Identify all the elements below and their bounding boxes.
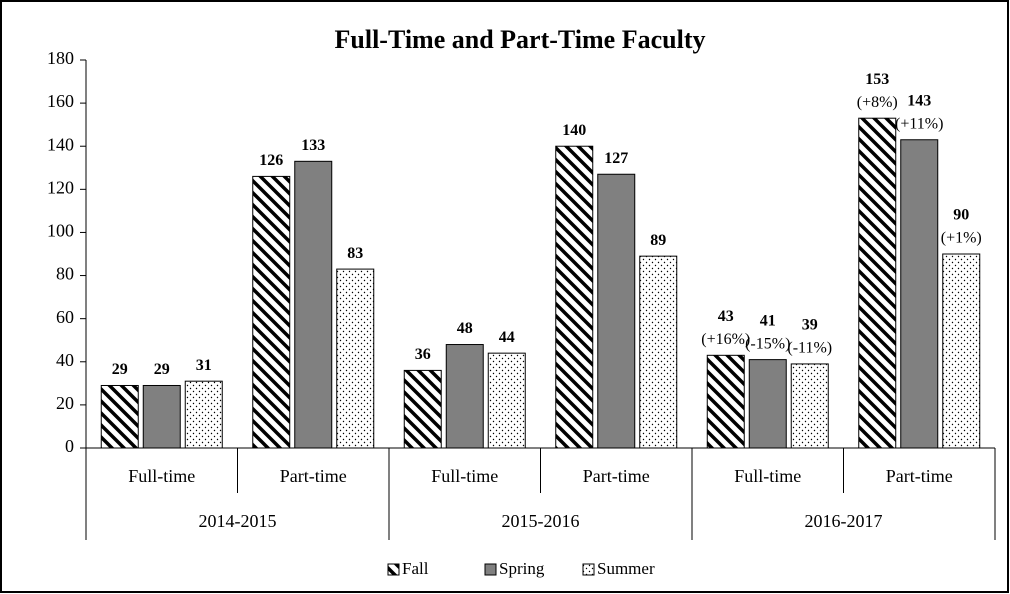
- y-tick-label: 60: [56, 307, 74, 327]
- change-label: (+11%): [895, 115, 943, 132]
- group-label: 2014-2015: [199, 511, 277, 531]
- data-label: 143: [907, 92, 931, 109]
- bar: [487, 352, 526, 449]
- legend-swatch: [582, 563, 595, 576]
- data-label: 83: [347, 245, 363, 262]
- data-label: 41: [760, 312, 776, 329]
- bar: [403, 369, 442, 449]
- x-tick-label: Part-time: [280, 466, 347, 486]
- change-label: (-15%): [745, 335, 790, 352]
- x-tick-label: Full-time: [128, 466, 195, 486]
- legend-swatch: [484, 563, 497, 576]
- bar: [294, 160, 333, 449]
- group-label: 2016-2017: [805, 511, 883, 531]
- data-label: 29: [112, 361, 128, 378]
- change-label: (-11%): [787, 340, 832, 357]
- x-tick-label: Part-time: [886, 466, 953, 486]
- bar: [790, 363, 829, 449]
- bar: [639, 255, 678, 449]
- y-tick-label: 100: [47, 221, 74, 241]
- data-label: 44: [499, 329, 515, 346]
- x-tick-label: Full-time: [431, 466, 498, 486]
- data-label: 89: [650, 232, 666, 249]
- data-label: 39: [802, 317, 818, 334]
- data-label: 31: [196, 357, 212, 374]
- bar: [942, 253, 981, 449]
- bar: [100, 384, 139, 449]
- group-label: 2015-2016: [502, 511, 580, 531]
- x-tick-label: Full-time: [734, 466, 801, 486]
- y-tick-label: 20: [56, 393, 74, 413]
- bar: [336, 268, 375, 449]
- bar: [748, 359, 787, 449]
- chart-title: Full-Time and Part-Time Faculty: [335, 25, 706, 54]
- bar: [184, 380, 223, 449]
- legend-label: Fall: [402, 559, 429, 578]
- data-label: 36: [415, 346, 431, 363]
- legend-label: Spring: [499, 559, 545, 578]
- y-tick-label: 120: [47, 177, 74, 197]
- data-label: 133: [301, 137, 325, 154]
- bar: [142, 384, 181, 449]
- legend-swatch: [387, 563, 400, 576]
- bar: [900, 139, 939, 449]
- change-label: (+16%): [701, 331, 750, 348]
- bar: [555, 145, 594, 449]
- data-label: 127: [604, 150, 628, 167]
- bar: [597, 173, 636, 449]
- data-label: 48: [457, 320, 473, 337]
- data-label: 43: [718, 308, 734, 325]
- bar: [706, 354, 745, 449]
- x-tick-label: Part-time: [583, 466, 650, 486]
- change-label: (+8%): [857, 94, 898, 111]
- data-label: 140: [562, 122, 586, 139]
- bar: [252, 175, 291, 449]
- data-label: 126: [259, 152, 283, 169]
- change-label: (+1%): [941, 230, 982, 247]
- bar: [445, 344, 484, 449]
- y-tick-label: 80: [56, 264, 74, 284]
- y-tick-label: 160: [47, 91, 74, 111]
- y-tick-label: 0: [65, 436, 74, 456]
- bar: [858, 117, 897, 449]
- y-tick-label: 140: [47, 134, 74, 154]
- data-label: 90: [953, 207, 969, 224]
- y-tick-label: 180: [47, 48, 74, 68]
- y-tick-label: 40: [56, 350, 74, 370]
- legend-label: Summer: [597, 559, 655, 578]
- data-label: 153: [865, 71, 889, 88]
- data-label: 29: [154, 361, 170, 378]
